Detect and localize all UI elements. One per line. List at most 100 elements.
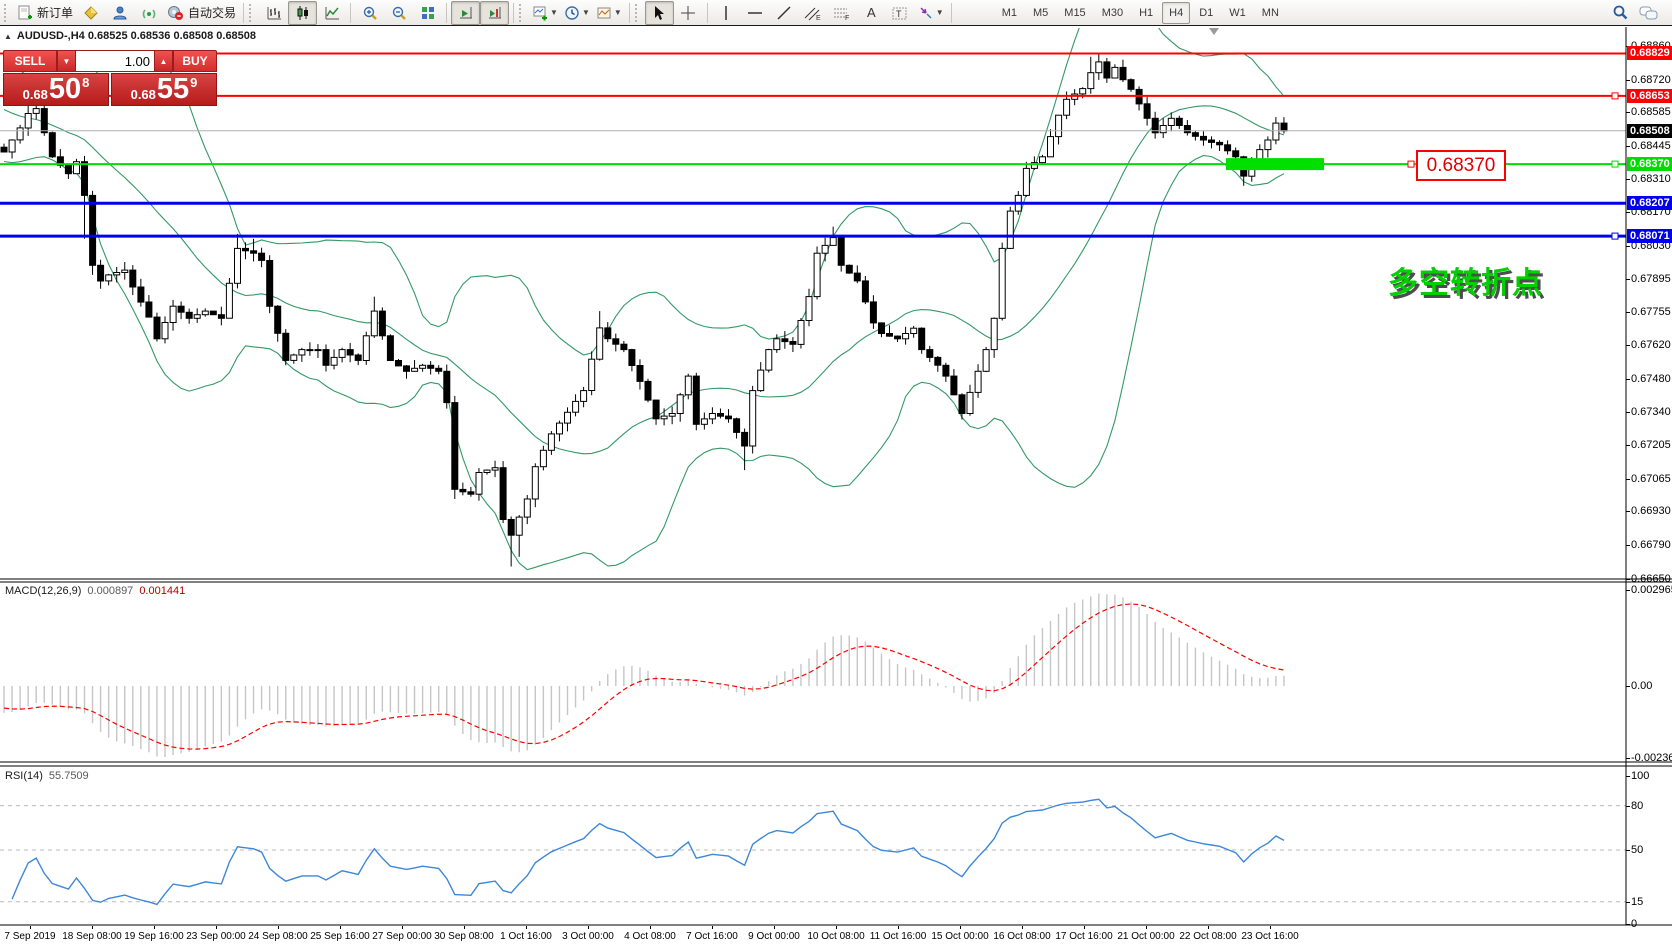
line-chart-button[interactable] [317,1,346,25]
price-axis-tick-label: 0.67620 [1631,339,1671,351]
buy-price-pip: 9 [190,75,198,90]
candlestick-chart-button[interactable] [288,0,318,25]
vertical-line-tool-button[interactable] [712,1,741,25]
signals-button[interactable] [134,1,163,25]
zoom-out-button[interactable] [384,1,413,25]
time-axis-tick-mark [836,926,837,929]
chart-annotation-text[interactable]: 多空转折点 [1388,267,1543,300]
time-axis-tick-mark [960,926,961,929]
arrows-tool-button[interactable]: ▼ [915,1,947,25]
callout-anchor-handle[interactable] [1407,160,1415,168]
new-order-button[interactable]: 新订单 [14,1,76,25]
buy-price-prefix: 0.68 [130,87,156,102]
fibonacci-icon: F [833,5,851,21]
timeframe-h1-button[interactable]: H1 [1139,6,1154,19]
price-axis-tick-label: 0.67340 [1631,406,1671,418]
price-axis-line-label: 0.68370 [1627,157,1672,171]
price-axis-tick-label: 0.68445 [1631,140,1671,152]
time-axis-label: 24 Sep 08:00 [248,931,308,942]
macd-axis-tick-mark [1626,686,1630,687]
metaeditor-button[interactable] [76,1,105,25]
chart-ohlc-text: AUDUSD-,H4 0.68525 0.68536 0.68508 0.685… [16,30,257,42]
rsi-axis-tick-mark [1626,902,1630,903]
chart-shift-button[interactable] [480,0,510,25]
trendline-tool-button[interactable] [770,1,799,25]
auto-scroll-button[interactable] [451,0,481,25]
autotrading-button[interactable]: 自动交易 [163,1,239,25]
time-axis-label: 3 Oct 00:00 [562,931,614,942]
price-axis-line-label: 0.68653 [1627,89,1672,103]
time-axis-label: 27 Sep 00:00 [372,931,432,942]
buy-button[interactable]: BUY [173,50,217,72]
svg-text:T: T [896,9,902,19]
time-axis-tick-mark [898,926,899,929]
timeframe-m1-button[interactable]: M1 [1001,6,1017,19]
crosshair-tool-button[interactable] [674,1,703,25]
time-axis-tick-mark [712,926,713,929]
timeframe-m30-button[interactable]: M30 [1101,6,1124,19]
cursor-tool-button[interactable] [644,0,674,25]
time-axis-label: 7 Sep 2019 [4,931,56,942]
macd-axis-label: 0.002965 [1631,584,1672,596]
timeframe-mn-button[interactable]: MN [1261,6,1279,19]
timeframe-d1-button[interactable]: D1 [1199,6,1214,19]
chat-button[interactable] [1634,1,1663,25]
volume-input[interactable] [76,50,154,72]
time-axis-label: 23 Sep 00:00 [186,931,246,942]
hline-handle[interactable] [1611,232,1619,240]
chart-shift-marker[interactable] [1209,28,1219,35]
price-axis-tick-mark [1626,179,1630,180]
sell-price-display[interactable]: 0.68 50 8 [3,73,109,106]
templates-button[interactable]: ▼ [593,1,625,25]
timeframe-m15-button[interactable]: M15 [1064,6,1086,19]
toolbar: 新订单 自动交易 [0,0,1672,26]
macd-main-value: 0.000897 [87,585,134,597]
periods-button[interactable]: ▼ [561,1,593,25]
price-axis-tick-mark [1626,146,1630,147]
text-label-tool-button[interactable]: T [886,1,915,25]
time-axis-tick-mark [216,926,217,929]
time-axis-label: 25 Sep 16:00 [310,931,370,942]
timeframe-h4-button[interactable]: H4 [1162,1,1191,24]
rsi-axis-label: 15 [1631,896,1644,908]
text-tool-button[interactable]: A [857,1,886,25]
tile-windows-button[interactable] [413,1,442,25]
price-callout-box[interactable]: 0.68370 [1416,150,1506,181]
price-axis-tick-mark [1626,345,1630,346]
toolbar-grip[interactable] [4,3,11,22]
hline-handle[interactable] [1611,160,1619,168]
template-icon [596,5,612,21]
zoom-in-button[interactable] [355,1,384,25]
rsi-axis-tick-mark [1626,924,1630,925]
fibonacci-tool-button[interactable]: F [828,1,857,25]
community-button[interactable] [105,1,134,25]
volume-up-button[interactable]: ▲ [154,50,173,72]
price-axis-tick-label: 0.67065 [1631,473,1671,485]
equidistant-channel-tool-button[interactable]: E [799,1,828,25]
search-button[interactable] [1605,1,1634,25]
new-chart-button[interactable]: ▼ [529,1,561,25]
time-axis-tick-mark [30,926,31,929]
buy-price-display[interactable]: 0.68 55 9 [111,73,217,106]
timeframe-group: M1 M5 M15 M30 H1 H4 D1 W1 MN [994,1,1287,24]
time-axis-label: 17 Oct 16:00 [1055,931,1113,942]
time-axis-label: 16 Oct 08:00 [993,931,1051,942]
volume-down-button[interactable]: ▼ [57,50,76,72]
timeframe-w1-button[interactable]: W1 [1229,6,1246,19]
sell-price-pip: 8 [82,75,90,90]
rsi-axis-label: 100 [1631,770,1650,782]
horizontal-line-tool-button[interactable] [741,1,770,25]
support-zone-rect[interactable] [1226,158,1324,171]
sell-button[interactable]: SELL [3,50,57,72]
chart-collapse-icon[interactable]: ▲ [4,31,12,41]
price-axis-tick-mark [1626,445,1630,446]
hline-handle[interactable] [1611,92,1619,100]
bar-chart-button[interactable] [259,1,288,25]
clock-icon [564,5,580,21]
timeframe-m5-button[interactable]: M5 [1033,6,1049,19]
sell-price-prefix: 0.68 [22,87,48,102]
time-axis-label: 22 Oct 08:00 [1179,931,1237,942]
